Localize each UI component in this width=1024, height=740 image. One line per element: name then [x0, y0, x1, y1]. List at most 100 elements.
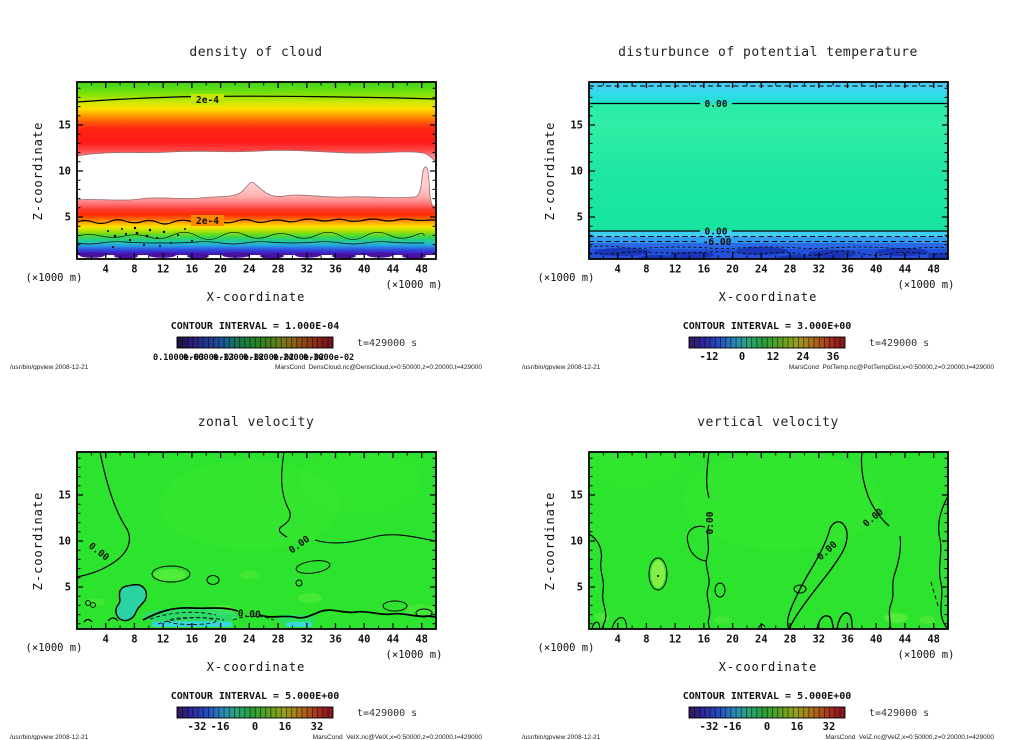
y-axis-unit: (×1000 m)	[538, 272, 595, 284]
x-tick-label: 8	[643, 264, 649, 276]
color-field: 0.00 0.00 0.00	[77, 452, 436, 629]
colorbar-separators	[177, 337, 333, 348]
x-tick-label: 4	[103, 264, 109, 276]
x-tick-label: 12	[157, 634, 170, 646]
x-tick-label: 4	[615, 634, 621, 646]
time-label: t=429000 s	[869, 338, 929, 349]
clear-gap-region	[77, 149, 436, 207]
x-tick-label: 16	[186, 634, 199, 646]
x-tick-label: 28	[272, 264, 285, 276]
panel-title: disturbunce of potential temperature	[618, 45, 918, 60]
x-axis-label: X-coordinate	[207, 660, 306, 674]
footer-command: /usr/bin/gpview 2008-12-21	[522, 734, 601, 740]
y-tick-labels: 5 10 15	[58, 120, 71, 224]
colorbar-tick-label: 36	[827, 351, 840, 363]
colorbar-separators	[177, 707, 333, 718]
x-tick-label: 4	[103, 634, 109, 646]
x-tick-label: 40	[870, 264, 883, 276]
x-tick-label: 8	[643, 634, 649, 646]
x-tick-labels: 4 8 12 16 20 24 28 32 36 40 44 48	[103, 634, 428, 646]
x-tick-label: 28	[272, 634, 285, 646]
x-tick-label: 24	[755, 634, 768, 646]
contour-label: 0.00	[705, 99, 728, 110]
x-tick-labels: 4 8 12 16 20 24 28 32 36 40 44 48	[615, 264, 940, 276]
x-tick-label: 48	[415, 264, 428, 276]
x-tick-label: 16	[186, 264, 199, 276]
x-tick-label: 40	[358, 634, 371, 646]
footer-datasource: MarsCond_PotTemp.nc@PotTempDist,x=0:5000…	[789, 364, 995, 370]
colorbar-tick-label: 0.1200e-02	[213, 353, 264, 363]
footer-command: /usr/bin/gpview 2008-12-21	[522, 364, 601, 370]
x-tick-label: 8	[131, 634, 137, 646]
panel-title: density of cloud	[189, 45, 322, 60]
x-tick-label: 48	[927, 264, 940, 276]
footer-datasource: MarsCond_VelX.nc@VelX,x=0:50000,z=0:2000…	[313, 734, 483, 740]
footer-datasource: MarsCond_DensCloud.nc@DensCloud,x=0:5000…	[275, 364, 482, 370]
colorbar-tick-label: 0.1800e-02	[243, 353, 294, 363]
colorbar-tick-label: -16	[211, 721, 230, 733]
contour-interval-label: CONTOUR INTERVAL = 3.000E+00	[683, 321, 852, 332]
y-tick-label: 10	[58, 166, 71, 178]
colorbar-tick-label: 32	[823, 721, 836, 733]
speckle-cluster	[107, 226, 193, 248]
contour-label: 2e-4	[196, 95, 219, 106]
colorbar-tick-label: -16	[723, 721, 742, 733]
x-axis-unit: (×1000 m)	[898, 649, 955, 661]
panel-vertical-velocity: 0.00 0.00 0.00 vertical velocity Z-coord…	[522, 415, 994, 740]
panel-title: vertical velocity	[697, 415, 839, 430]
contour-interval-label: CONTOUR INTERVAL = 5.000E+00	[683, 691, 852, 702]
colorbar-tick-labels: -12 0 12 24 36	[700, 351, 840, 363]
y-axis-label: Z-coordinate	[31, 492, 45, 591]
x-tick-label: 20	[726, 634, 739, 646]
colorbar-tick-labels: -32 -16 0 16 32	[188, 721, 324, 733]
y-axis-label: Z-coordinate	[543, 122, 557, 221]
colorbar-tick-label: 32	[311, 721, 324, 733]
colorbar-tick-label: 0	[739, 351, 745, 363]
x-tick-label: 12	[157, 264, 170, 276]
x-tick-label: 48	[415, 634, 428, 646]
contour-label: 0.00	[237, 608, 261, 621]
footer-command: /usr/bin/gpview 2008-12-21	[10, 734, 89, 740]
colorbar-tick-label: 0	[252, 721, 258, 733]
y-axis-label: Z-coordinate	[31, 122, 45, 221]
x-tick-labels: 4 8 12 16 20 24 28 32 36 40 44 48	[103, 264, 428, 276]
color-field: 0.00 0.00 0.00	[589, 452, 948, 629]
colorbar-tick-label: 0.2400e-02	[273, 353, 324, 363]
contour-label: 0.00	[705, 511, 716, 534]
time-label: t=429000 s	[357, 708, 417, 719]
time-label: t=429000 s	[869, 708, 929, 719]
time-label: t=429000 s	[357, 338, 417, 349]
x-tick-label: 16	[698, 264, 711, 276]
y-axis-unit: (×1000 m)	[26, 642, 83, 654]
footer-datasource: MarsCond_VelZ.nc@VelZ,x=0:50000,z=0:2000…	[825, 734, 994, 740]
x-tick-label: 36	[841, 634, 854, 646]
y-tick-label: 15	[58, 120, 71, 132]
colorbar-tick-label: 16	[791, 721, 804, 733]
y-tick-label: 5	[577, 212, 583, 224]
x-tick-label: 24	[243, 264, 256, 276]
panel-potential-temperature: 0.00 0.00 -6.00 disturbunce of potential…	[522, 45, 995, 370]
minor-contours	[77, 231, 425, 245]
colorbar-tick-labels: 0.1000e-03 0.6000e-03 0.1200e-02 0.1800e…	[153, 353, 354, 363]
x-axis-label: X-coordinate	[719, 660, 818, 674]
y-tick-labels: 5 10 15	[58, 490, 71, 594]
x-tick-label: 32	[300, 634, 313, 646]
colorbar-tick-label: 12	[767, 351, 780, 363]
x-tick-label: 40	[870, 634, 883, 646]
x-tick-label: 16	[698, 634, 711, 646]
x-tick-label: 4	[615, 264, 621, 276]
x-tick-label: 36	[329, 634, 342, 646]
contour-label: -6.00	[703, 237, 732, 248]
colorbar-separators	[689, 707, 845, 718]
y-tick-labels: 5 10 15	[570, 120, 583, 224]
color-field: 0.00 0.00 -6.00	[589, 82, 948, 259]
y-axis-unit: (×1000 m)	[538, 642, 595, 654]
x-tick-label: 44	[387, 264, 400, 276]
x-tick-label: 32	[300, 264, 313, 276]
x-tick-label: 28	[784, 634, 797, 646]
y-axis-label: Z-coordinate	[543, 492, 557, 591]
colorbar-tick-label: 0.3000e-02	[303, 353, 354, 363]
x-tick-label: 20	[214, 264, 227, 276]
closed-cell-blob	[115, 583, 148, 622]
